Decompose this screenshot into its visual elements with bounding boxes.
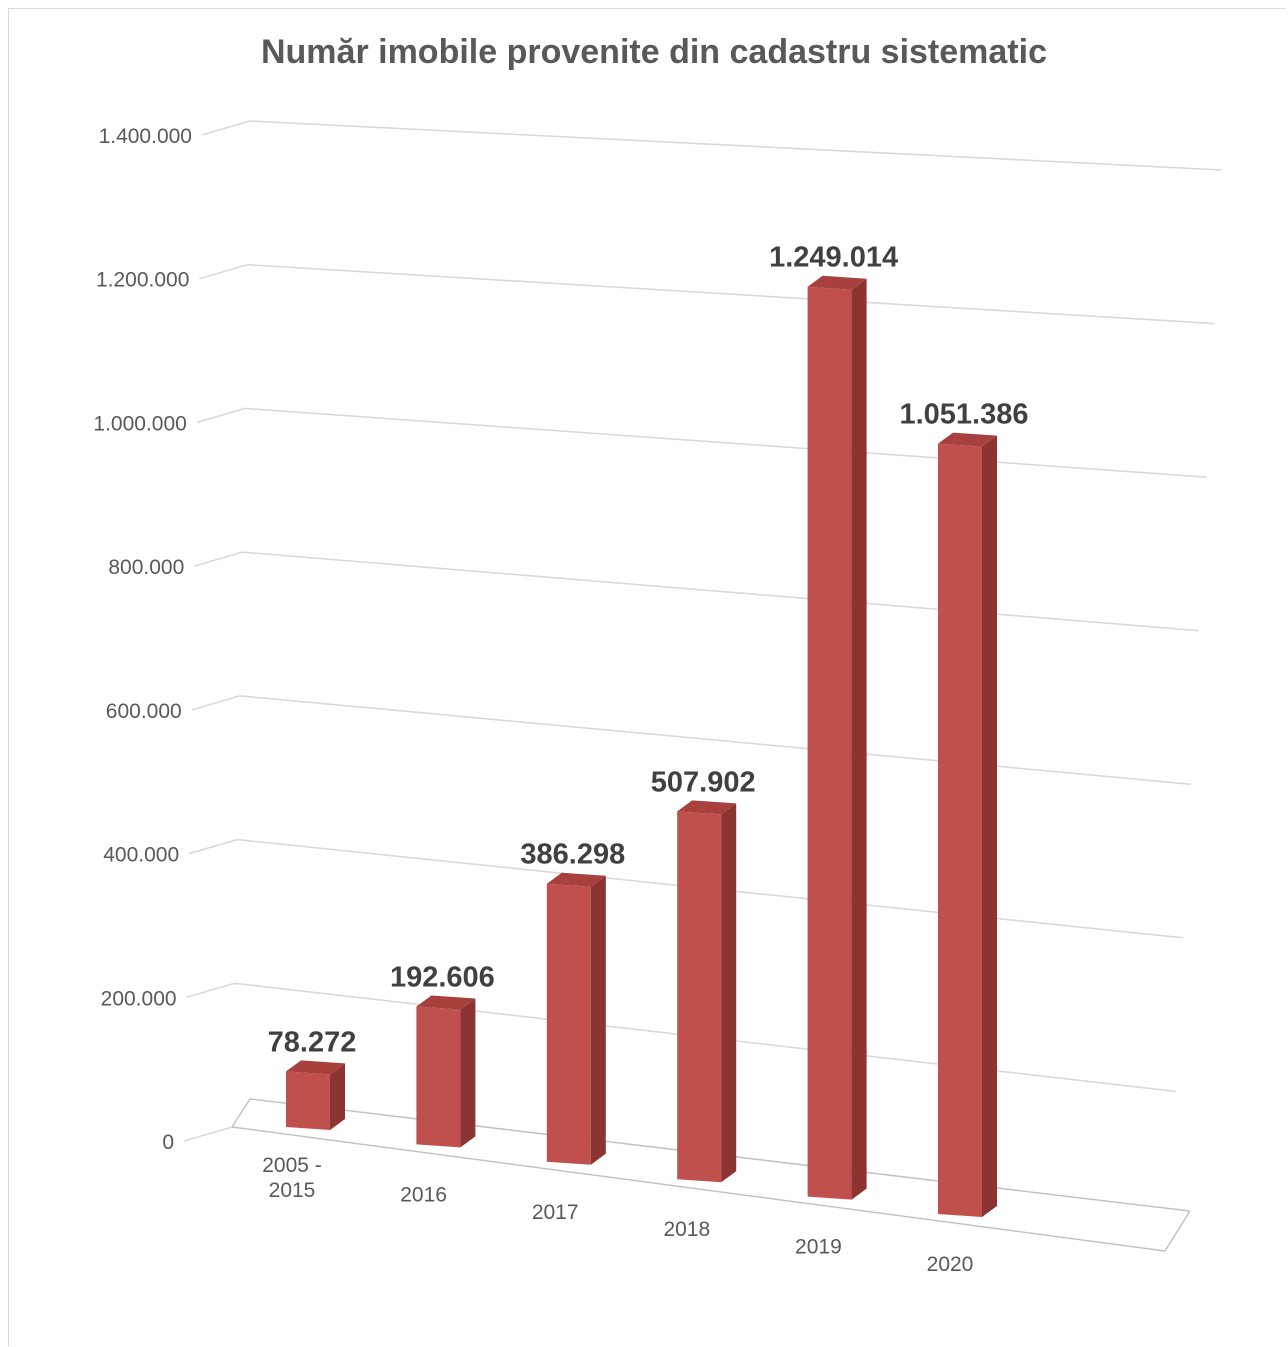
bar-top (677, 800, 737, 815)
x-tick-label: 2019 (795, 1236, 842, 1259)
bar (546, 872, 606, 1165)
x-tick-line: 2017 (532, 1201, 579, 1224)
bar-side (851, 278, 867, 1200)
gridline-stub (191, 695, 240, 711)
bar-side (590, 875, 606, 1165)
gridline-stub (194, 551, 243, 567)
gridline (249, 120, 1223, 171)
y-tick-label: 1.400.000 (99, 125, 192, 148)
bar-top (416, 995, 476, 1010)
bar-top (286, 1060, 345, 1075)
floor-front-edge (231, 1126, 1166, 1252)
data-label: 78.272 (268, 1026, 357, 1058)
gridline (239, 695, 1192, 786)
bar-side (982, 435, 997, 1217)
x-tick-line: 2019 (795, 1236, 842, 1259)
bar-front (286, 1071, 330, 1130)
bar-front (938, 443, 982, 1217)
floor-right-edge (1164, 1210, 1191, 1252)
gridline-stub (199, 263, 248, 280)
x-tick-line: 2020 (927, 1253, 974, 1276)
y-tick-label: 600.000 (106, 700, 182, 723)
x-tick-line: 2015 (269, 1179, 316, 1202)
data-labels: 78.272 192.606 386.298 507.902 1.249.014 1.05… (268, 242, 1029, 1059)
data-label: 1.249.014 (769, 242, 898, 274)
y-tick-label: 800.000 (108, 556, 184, 579)
gridline-stub (201, 120, 251, 136)
bars (286, 275, 997, 1217)
bar-front (416, 1006, 461, 1148)
x-tick-label: 2005 -2015 (262, 1154, 322, 1202)
gridline-stub (183, 1126, 233, 1142)
bar-top (807, 275, 867, 290)
y-tick-label: 400.000 (103, 844, 179, 867)
y-axis-ticks: 0 200.000 400.000 600.000 800.000 1.000.000 1.… (93, 125, 192, 1154)
chart-title: Număr imobile provenite din cadastru sis… (261, 33, 1047, 71)
bar-top (546, 872, 606, 887)
chart-frame (8, 8, 1286, 1346)
x-tick-label: 2016 (400, 1183, 447, 1206)
bar (677, 800, 737, 1183)
x-tick-label: 2018 (663, 1218, 710, 1241)
data-label: 507.902 (651, 766, 756, 798)
bar (416, 995, 476, 1148)
gridline (244, 407, 1207, 478)
bar-front (807, 286, 852, 1200)
y-tick-label: 1.200.000 (96, 269, 189, 292)
x-tick-label: 2020 (927, 1253, 974, 1276)
gridline (242, 551, 1199, 632)
y-tick-label: 1.000.000 (93, 412, 186, 435)
bar (807, 275, 867, 1200)
data-label: 192.606 (390, 962, 495, 994)
bar-top (938, 432, 997, 447)
x-tick-line: 2016 (400, 1183, 447, 1206)
bar-front (677, 811, 722, 1183)
bar (286, 1060, 345, 1130)
x-tick-line: 2018 (663, 1218, 710, 1241)
gridline (247, 263, 1215, 325)
bar-side (330, 1063, 345, 1130)
y-tick-label: 0 (162, 1131, 174, 1154)
x-tick-label: 2017 (532, 1201, 579, 1224)
gridline-stub (186, 982, 235, 999)
x-axis-ticks: 2005 -2015 2016 2017 2018 2019 2020 (262, 1154, 973, 1276)
data-label: 1.051.386 (899, 399, 1028, 431)
gridline-stub (188, 838, 238, 855)
x-tick-line: 2005 - (262, 1154, 322, 1177)
bar-front (546, 883, 591, 1165)
data-label: 386.298 (520, 839, 625, 871)
bar-side (460, 998, 476, 1148)
bar (938, 432, 997, 1217)
y-tick-label: 200.000 (101, 987, 177, 1010)
bar-side (721, 803, 737, 1183)
floor-back-edge (231, 1098, 1191, 1212)
gridline-stub (196, 407, 246, 424)
chart-floor (231, 1098, 1191, 1252)
